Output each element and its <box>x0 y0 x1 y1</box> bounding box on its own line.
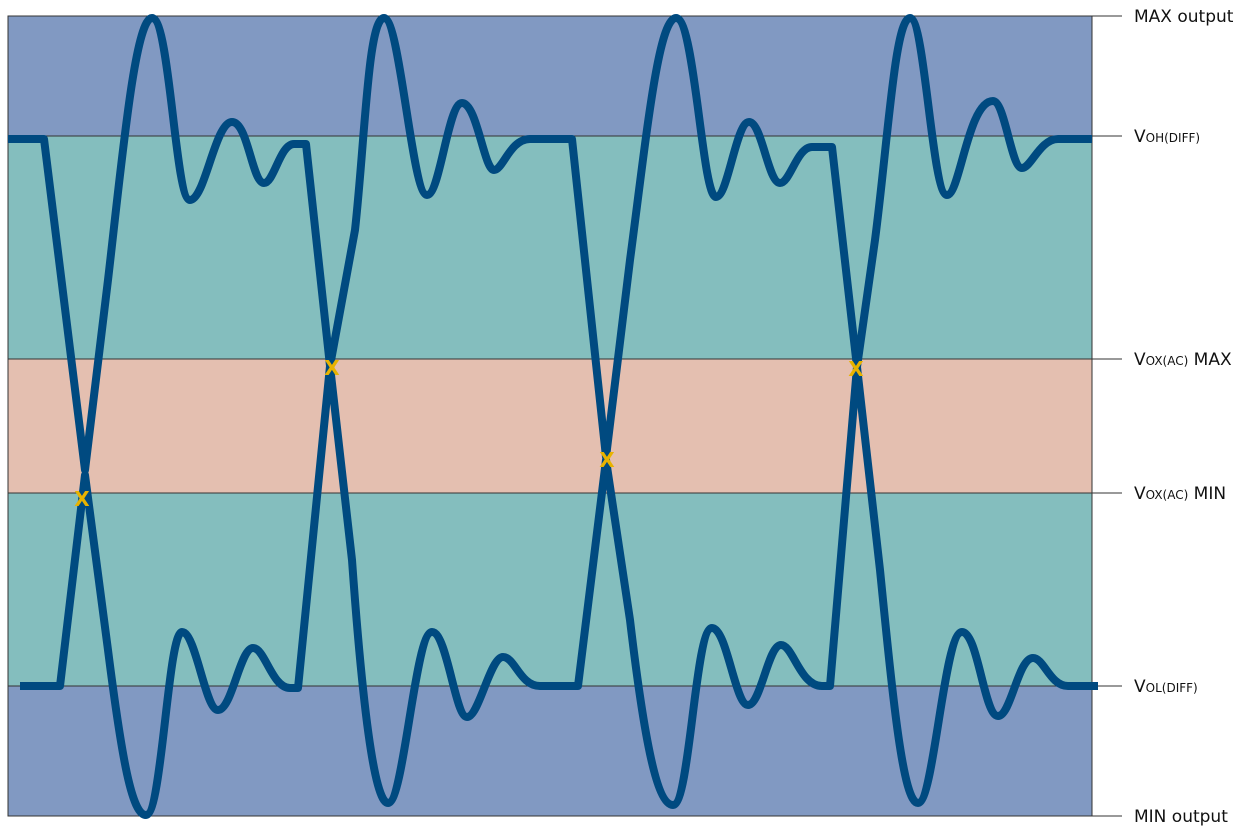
band-crossing-region <box>8 359 1092 493</box>
crossing-marker-3: X <box>599 448 615 472</box>
signal-waveforms <box>8 14 1098 819</box>
label-vox-ac-min: VOX(AC) MIN <box>1134 484 1226 504</box>
level-labels: MAX output VOH(DIFF) VOX(AC) MAX VOX(AC)… <box>1134 7 1234 827</box>
signal-true-waveform <box>8 14 1092 474</box>
crossing-marker-4: X <box>848 357 864 381</box>
band-overshoot-top <box>8 16 1092 136</box>
label-vol-diff: VOL(DIFF) <box>1134 677 1198 697</box>
crossing-marker-2: X <box>324 356 340 380</box>
signal-complement-waveform <box>20 362 1098 819</box>
crossing-marker-1: X <box>74 487 90 511</box>
label-max-output: MAX output <box>1134 7 1234 27</box>
label-voh-diff: VOH(DIFF) <box>1134 127 1200 147</box>
band-low-region <box>8 493 1092 686</box>
crossing-markers: X X X X <box>74 356 864 511</box>
label-vox-ac-max: VOX(AC) MAX <box>1134 350 1232 370</box>
band-high-region <box>8 136 1092 359</box>
label-min-output: MIN output <box>1134 807 1228 827</box>
